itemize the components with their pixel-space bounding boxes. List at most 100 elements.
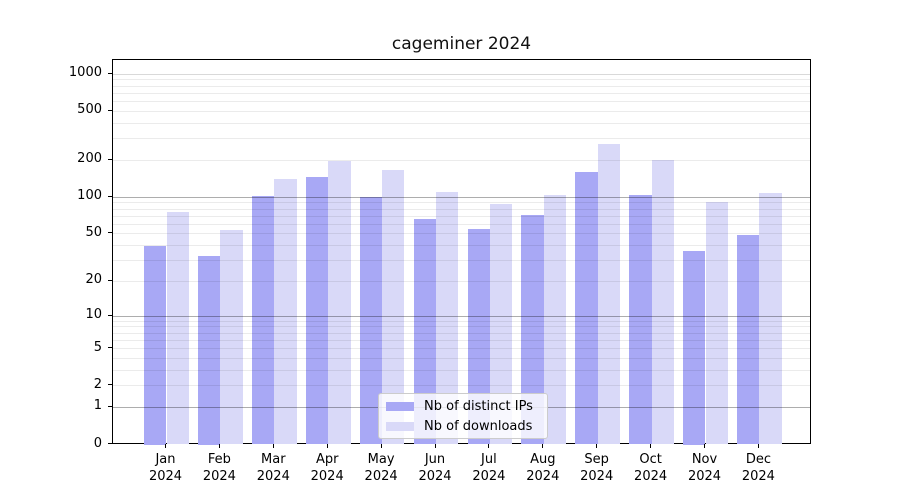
gridline-80 [113,208,810,210]
bar-downloads-aug [543,195,567,445]
x-tick-label-feb: Feb 2024 [179,451,259,485]
x-tick-mark [650,444,652,448]
gridline-4 [113,357,810,359]
x-tick-year: 2024 [148,469,183,484]
gridline-60 [113,223,810,225]
x-tick-month: Jul [481,452,497,467]
x-tick-month: Sep [584,452,609,467]
bars-layer [113,60,810,445]
y-tick-label: 1000 [68,65,102,81]
bar-downloads-mar [274,178,297,445]
x-tick-month: May [367,452,395,467]
bar-distinct-ips-may [359,197,383,445]
x-tick-mark [434,444,436,448]
gridline-1000 [113,73,810,75]
x-tick-label-mar: Mar 2024 [233,451,313,485]
x-tick-year: 2024 [310,469,344,484]
y-tick-label: 20 [85,272,102,288]
x-tick-label-nov: Nov 2024 [665,451,745,485]
bar-downloads-sep [597,144,621,445]
legend: Nb of distinct IPs Nb of downloads [378,393,548,439]
x-tick-mark [488,444,490,448]
gridline-2 [113,385,810,387]
gridline-200 [113,159,810,161]
grid-layer [113,60,810,443]
x-tick-mark [272,444,274,448]
bar-distinct-ips-mar [251,196,275,445]
x-tick-month: Aug [530,452,556,467]
bar-downloads-jul [489,203,513,445]
x-tick-year: 2024 [634,469,668,484]
y-tick-label: 1 [93,398,102,414]
x-tick-month: Dec [745,452,771,467]
x-tick-mark [757,444,759,448]
x-tick-month: Jun [424,452,446,467]
x-tick-year: 2024 [526,469,560,484]
x-tick-mark [542,444,544,448]
bar-distinct-ips-sep [575,171,598,445]
gridline-20 [113,280,810,282]
x-tick-year: 2024 [418,469,452,484]
y-tick-mark [108,72,112,74]
x-tick-label-aug: Aug 2024 [503,451,583,485]
legend-label: Nb of distinct IPs [424,398,533,414]
x-tick-label-apr: Apr 2024 [287,451,367,485]
gridline-70 [113,215,810,217]
x-tick-label-jul: Jul 2024 [449,451,529,485]
x-tick-month: Nov [691,452,718,467]
x-tick-mark [380,444,382,448]
bar-distinct-ips-jun [413,219,436,445]
chart-title: cageminer 2024 [391,34,532,54]
gridline-50 [113,233,810,235]
legend-swatch-distinct-ips [386,401,414,411]
gridline-500 [113,110,810,112]
x-tick-label-jan: Jan 2024 [126,451,206,485]
bar-distinct-ips-nov [683,251,706,445]
gridline-10 [113,315,810,317]
bar-downloads-feb [220,229,243,445]
bar-distinct-ips-oct [629,195,652,445]
x-tick-mark [596,444,598,448]
gridline-300 [113,138,810,140]
gridline-40 [113,245,810,246]
x-tick-label-jun: Jun 2024 [395,451,475,485]
bar-distinct-ips-jul [467,228,490,445]
bar-downloads-jan [166,212,189,445]
bar-distinct-ips-aug [521,215,544,445]
bar-distinct-ips-jan [144,245,167,445]
x-tick-month: Feb [207,452,231,467]
x-tick-year: 2024 [202,469,236,484]
x-tick-month: Oct [639,452,662,467]
bar-downloads-oct [651,160,674,445]
gridline-6 [113,339,810,341]
y-tick-mark [108,314,112,316]
x-tick-label-oct: Oct 2024 [611,451,691,485]
gridline-800 [113,85,810,87]
gridline-400 [113,122,810,124]
y-tick-mark [108,347,112,348]
y-tick-mark [108,195,112,197]
y-tick-mark [108,443,112,444]
legend-row: Nb of distinct IPs [386,398,540,415]
y-tick-mark [108,405,112,407]
y-tick-mark [108,109,112,111]
x-tick-mark [326,444,328,448]
gridline-700 [113,92,810,94]
gridline-7 [113,332,810,334]
legend-swatch-downloads [386,421,414,431]
gridline-90 [113,202,810,204]
plot-area: Nb of distinct IPs Nb of downloads [112,59,811,445]
x-tick-year: 2024 [472,469,506,484]
x-tick-year: 2024 [256,469,290,484]
x-tick-month: Mar [261,452,286,467]
gridline-9 [113,320,810,322]
x-tick-label-dec: Dec 2024 [718,451,798,485]
bar-downloads-apr [328,160,351,445]
gridline-600 [113,101,810,103]
bar-distinct-ips-dec [737,234,760,445]
legend-row: Nb of downloads [386,418,540,435]
y-tick-label: 50 [85,224,102,240]
gridline-8 [113,326,810,328]
y-tick-mark [108,158,112,160]
